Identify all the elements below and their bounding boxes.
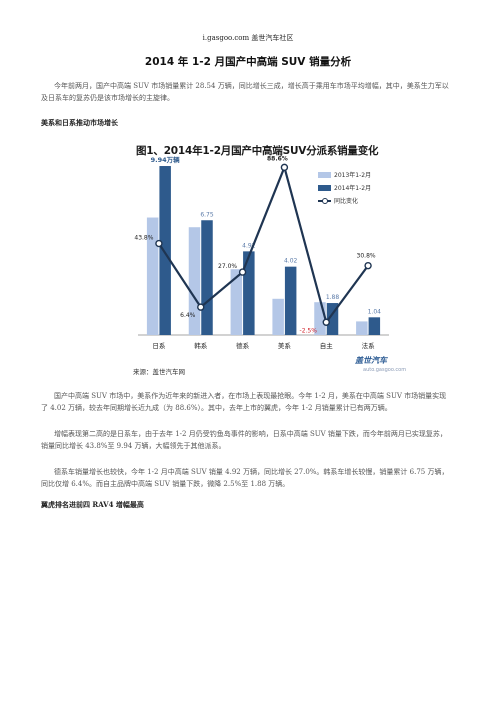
- legend-label-2014: 2014年1-2月: [334, 185, 372, 192]
- legend-swatch-2014: [318, 184, 331, 191]
- bar-2014-4: [326, 303, 339, 335]
- bar-2013-5: [356, 321, 368, 335]
- sales-chart: 9.94万辆 日系 6.75 韩系 4.92 德系 4.02 美系 1.88 自主 1.04 法系 43…: [133, 138, 409, 381]
- bar-label-0: 9.94万辆: [151, 155, 181, 164]
- yoy-label-4: -2.5%: [300, 327, 318, 334]
- chart-title: 图1、2014年1-2月国产中高端SUV分派系销量变化: [136, 145, 379, 157]
- paragraph-de-kr: 德系车销量增长也较快，今年 1-2 月中高端 SUV 销量 4.92 万辆，同比…: [41, 468, 449, 488]
- section-title-ranking: 翼虎排名进前四 RAV4 增幅最高: [41, 500, 144, 509]
- yoy-label-2: 27.0%: [218, 263, 237, 270]
- bar-2013-2: [230, 269, 243, 335]
- bar-2013-1: [188, 227, 201, 335]
- bar-label-1: 6.75: [200, 211, 214, 218]
- yoy-label-5: 30.8%: [357, 253, 376, 260]
- legend-swatch-yoy: [318, 197, 331, 204]
- legend-item-2014: 2014年1-2月: [318, 181, 371, 194]
- yoy-point-3: [280, 163, 289, 172]
- watermark-logo: 盖世汽车: [355, 356, 387, 365]
- paragraph-jp: 增幅表现第二高的是日系车，由于去年 1-2 月仍受钓鱼岛事件的影响，日系中高端 …: [41, 430, 447, 450]
- bar-2013-0: [146, 217, 159, 335]
- watermark-url: auto.gasgoo.com: [363, 367, 407, 373]
- yoy-label-1: 6.4%: [180, 312, 196, 319]
- bar-2014-0: [159, 166, 171, 335]
- bar-label-4: 1.88: [326, 294, 340, 301]
- yoy-line: [157, 163, 369, 325]
- x-tick-label-0: 日系: [152, 341, 166, 350]
- bar-2014-2: [243, 251, 255, 335]
- x-tick-label-1: 韩系: [194, 341, 208, 350]
- legend-item-2013: 2013年1-2月: [318, 168, 371, 181]
- bar-label-3: 4.02: [284, 258, 298, 265]
- chart-source: 来源：盖世汽车网: [133, 368, 185, 376]
- legend-label-2013: 2013年1-2月: [334, 172, 372, 179]
- bar-2013-4: [314, 302, 326, 335]
- bar-2014-3: [284, 266, 297, 335]
- bar-2013-3: [272, 298, 284, 335]
- yoy-label-3: 88.6%: [267, 155, 288, 162]
- paragraph-us: 国产中高端 SUV 市场中，美系作为近年来的新进入者，在市场上表现最抢眼。今年 …: [41, 392, 447, 412]
- legend-label-yoy: 同比变化: [334, 198, 359, 205]
- site-header: i.gasgoo.com 盖世汽车社区: [202, 34, 294, 42]
- bar-2014-1: [201, 220, 213, 335]
- x-tick-label-4: 自主: [320, 341, 334, 350]
- bar-2014-5: [368, 317, 381, 335]
- bar-label-5: 1.04: [368, 308, 382, 315]
- legend-item-yoy: 同比变化: [318, 194, 371, 207]
- yoy-point-1: [197, 303, 205, 311]
- intro-paragraph: 今年前两月，国产中高端 SUV 市场销量累计 28.54 万辆，同比增长三成，增…: [41, 82, 449, 102]
- x-tick-label-2: 德系: [236, 341, 250, 350]
- x-tick-label-5: 法系: [362, 341, 376, 350]
- x-tick-label-3: 美系: [278, 341, 292, 350]
- bar-label-2: 4.92: [242, 242, 256, 249]
- section-title-growth: 美系和日系推动市场增长: [41, 118, 118, 127]
- yoy-label-0: 43.8%: [134, 235, 153, 242]
- yoy-point-4: [322, 318, 330, 326]
- page-title: 2014 年 1-2 月国产中高端 SUV 销量分析: [144, 56, 352, 68]
- legend-swatch-2013: [318, 171, 331, 178]
- yoy-point-0: [155, 239, 163, 248]
- yoy-point-5: [364, 261, 372, 270]
- chart-legend: 2013年1-2月 2014年1-2月 同比变化: [318, 168, 371, 207]
- yoy-point-2: [238, 268, 247, 276]
